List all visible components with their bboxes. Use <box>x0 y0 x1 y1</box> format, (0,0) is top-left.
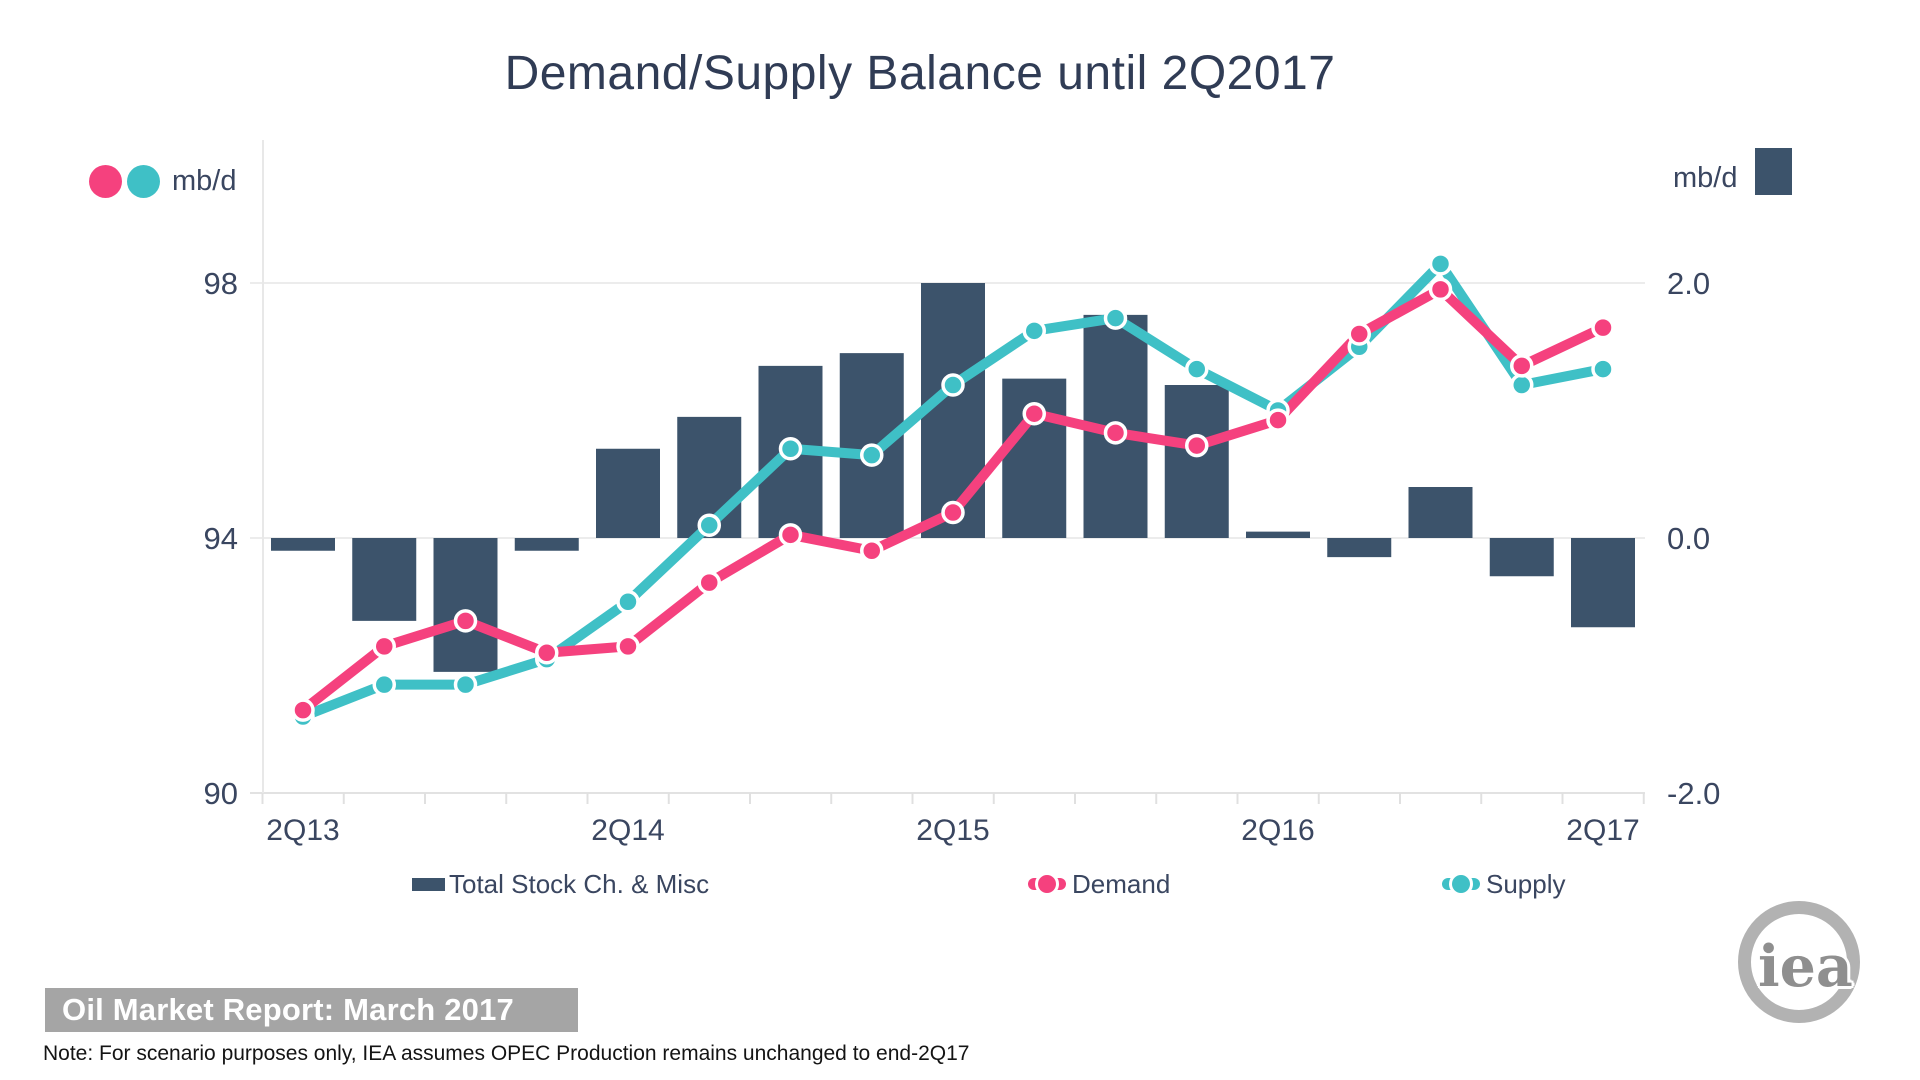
demand-point-1Q16 <box>1185 433 1209 458</box>
chart-title: Demand/Supply Balance until 2Q2017 <box>504 47 1336 100</box>
supply-point-4Q16 <box>1428 252 1453 276</box>
svg-text:90: 90 <box>204 776 238 811</box>
svg-text:2Q17: 2Q17 <box>1566 814 1639 847</box>
supply-point-4Q14 <box>778 437 803 461</box>
iea-logo-text: iea <box>1758 933 1853 1000</box>
svg-text:2.0: 2.0 <box>1667 266 1710 301</box>
footnote: Note: For scenario purposes only, IEA as… <box>43 1042 970 1065</box>
bar-2Q14 <box>596 448 660 538</box>
demand-point-3Q13 <box>372 634 396 659</box>
demand-point-1Q14 <box>535 641 559 665</box>
supply-point-4Q15 <box>1103 306 1128 330</box>
right-axis-tick-labels: 2.0 0.0 -2.0 <box>1667 266 1720 811</box>
svg-text:94: 94 <box>204 521 238 556</box>
bar-2Q17 <box>1571 538 1635 628</box>
demand-legend-dot <box>89 165 122 198</box>
left-axis-unit: mb/d <box>172 165 237 197</box>
bar-2Q16 <box>1246 531 1310 538</box>
bar-2Q15 <box>921 283 985 538</box>
left-axis-legend: mb/d <box>89 165 236 198</box>
demand-point-3Q16 <box>1347 322 1371 346</box>
supply-point-1Q17 <box>1510 373 1534 397</box>
bar-1Q17 <box>1489 538 1554 577</box>
right-axis-unit: mb/d <box>1673 162 1738 194</box>
demand-point-2Q14 <box>616 634 640 659</box>
demand-point-3Q15 <box>1022 401 1046 426</box>
demand-point-4Q15 <box>1103 421 1128 445</box>
total-stock-marker-icon <box>412 877 445 891</box>
legend-item-demand: Demand <box>1028 868 1170 900</box>
legend-item-supply: Supply <box>1442 868 1566 900</box>
supply-point-3Q14 <box>697 513 721 537</box>
demand-point-4Q16 <box>1428 277 1453 302</box>
right-axis-legend: mb/d <box>1673 148 1793 195</box>
bar-3Q16 <box>1327 538 1392 558</box>
bar-1Q14 <box>514 538 579 551</box>
supply-point-4Q13 <box>453 672 478 697</box>
supply-point-2Q17 <box>1591 357 1615 381</box>
demand-point-2Q15 <box>941 500 965 525</box>
iea-logo: iea <box>1738 901 1860 1023</box>
demand-point-2Q13 <box>291 698 315 722</box>
demand-point-2Q16 <box>1266 408 1290 432</box>
stock-change-legend-square <box>1755 148 1793 195</box>
supply-point-1Q15 <box>860 443 884 467</box>
bar-2Q13 <box>271 538 335 551</box>
supply-point-1Q16 <box>1185 357 1209 381</box>
svg-text:98: 98 <box>204 266 238 301</box>
svg-text:-2.0: -2.0 <box>1667 776 1720 811</box>
supply-point-2Q14 <box>616 590 640 614</box>
svg-text:2Q15: 2Q15 <box>916 814 989 847</box>
legend-label-demand: Demand <box>1072 868 1171 899</box>
legend-item-total-stock: Total Stock Ch. & Misc <box>412 868 709 900</box>
bar-4Q16 <box>1408 487 1473 538</box>
x-axis-labels: 2Q13 2Q14 2Q15 2Q16 2Q17 <box>266 814 1639 847</box>
left-axis-tick-labels: 98 94 90 <box>204 266 238 811</box>
supply-point-2Q15 <box>941 373 965 397</box>
demand-point-4Q13 <box>453 609 478 633</box>
demand-point-4Q14 <box>778 523 803 547</box>
svg-text:2Q13: 2Q13 <box>266 814 339 847</box>
supply-point-3Q13 <box>372 672 396 697</box>
dots-demand <box>291 277 1615 722</box>
svg-text:2Q16: 2Q16 <box>1241 814 1314 847</box>
demand-marker-icon <box>1028 872 1066 896</box>
supply-legend-dot <box>127 165 160 198</box>
bar-3Q13 <box>352 538 417 621</box>
demand-point-2Q17 <box>1591 315 1615 340</box>
svg-text:2Q14: 2Q14 <box>591 814 664 847</box>
bars-total-stock-ch-misc <box>271 283 1635 672</box>
legend-label-supply: Supply <box>1486 868 1566 899</box>
demand-point-3Q14 <box>697 570 721 595</box>
demand-point-1Q15 <box>860 539 884 563</box>
report-badge: Oil Market Report: March 2017 <box>45 988 578 1032</box>
bar-4Q13 <box>433 538 498 672</box>
svg-text:0.0: 0.0 <box>1667 521 1710 556</box>
supply-marker-icon <box>1442 872 1480 896</box>
demand-point-1Q17 <box>1510 354 1534 378</box>
legend-label-total-stock: Total Stock Ch. & Misc <box>449 868 710 899</box>
bar-1Q16 <box>1164 385 1229 538</box>
supply-point-3Q15 <box>1022 319 1046 343</box>
